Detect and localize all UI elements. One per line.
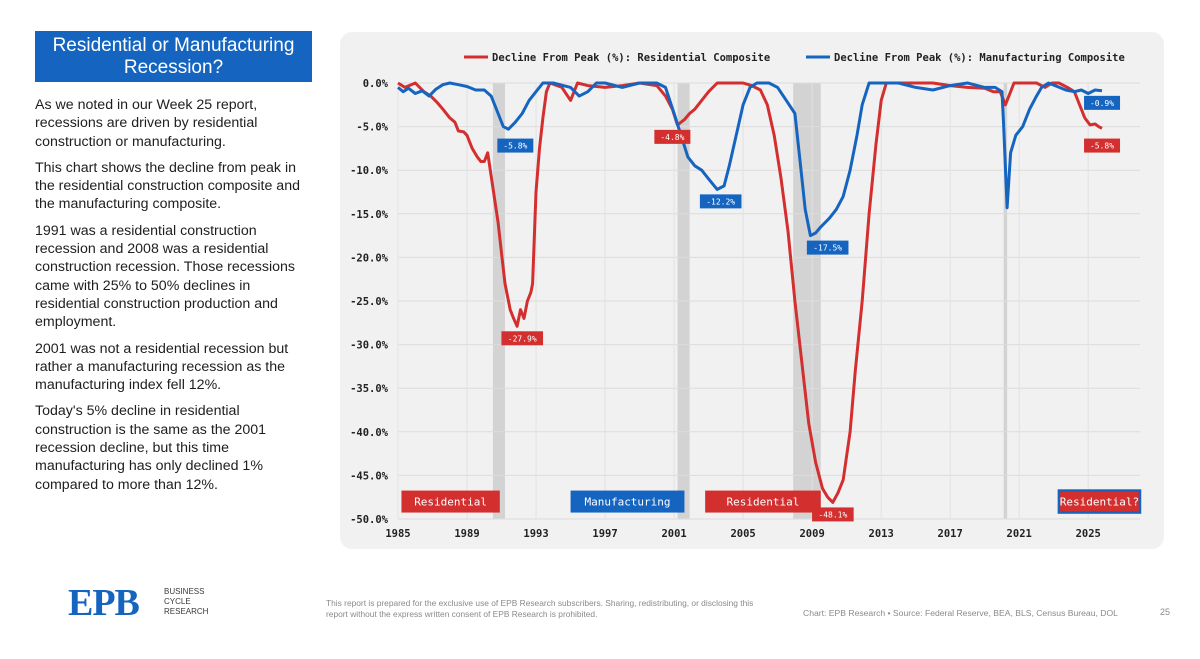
data-label-box — [806, 240, 849, 255]
data-label-box — [699, 194, 742, 209]
paragraph: This chart shows the decline from peak i… — [35, 159, 300, 213]
brand-sub-1: BUSINESS — [164, 587, 204, 596]
brand-sub-3: RESEARCH — [164, 607, 209, 616]
brand-sub-2: CYCLE — [164, 597, 191, 606]
y-tick-label: -50.0% — [350, 514, 389, 526]
y-tick-label: 0.0% — [363, 78, 389, 90]
data-label: -5.8% — [1090, 142, 1114, 151]
data-label: -12.2% — [706, 197, 735, 206]
data-label-box — [497, 138, 534, 153]
commentary: As we noted in our Week 25 report, reces… — [35, 96, 313, 502]
manufacturing-line — [397, 81, 1103, 238]
data-label: -48.1% — [818, 510, 847, 519]
epb-logo-mark: EPB BUSINESS CYCLE RESEARCH — [68, 582, 209, 624]
recession-type-label: Manufacturing — [584, 496, 670, 509]
x-tick-label: 2017 — [938, 528, 963, 540]
recession-type-label: Residential — [727, 496, 800, 509]
x-tick-label: 2001 — [661, 528, 686, 540]
paragraph: 1991 was a residential construction rece… — [35, 222, 295, 331]
epb-logo: EPB BUSINESS CYCLE RESEARCH — [68, 582, 218, 625]
recession-type-box — [705, 490, 821, 513]
recession-type-label: Residential? — [1060, 496, 1139, 509]
x-tick-label: 1997 — [592, 528, 617, 540]
slide-title-line-2: Recession? — [123, 57, 224, 78]
data-label: -4.8% — [660, 133, 684, 142]
y-tick-label: -20.0% — [350, 252, 389, 264]
slide-title: Residential or Manufacturing Recession? — [35, 31, 312, 82]
y-tick-label: -25.0% — [350, 296, 389, 308]
paragraph: 2001 was not a residential recession but… — [35, 340, 289, 394]
data-label: -27.9% — [508, 334, 537, 343]
recession-type-box — [570, 490, 685, 513]
data-label-box — [1084, 95, 1121, 110]
y-tick-label: -30.0% — [350, 340, 389, 352]
y-tick-label: -40.0% — [350, 427, 389, 439]
x-tick-label: 2013 — [869, 528, 894, 540]
y-tick-label: -15.0% — [350, 209, 389, 221]
data-label: -0.9% — [1090, 99, 1114, 108]
recession-type-box — [401, 490, 500, 513]
y-tick-label: -5.0% — [356, 122, 388, 134]
legend-label: Decline From Peak (%): Residential Compo… — [492, 52, 770, 64]
data-label: -5.8% — [503, 142, 527, 151]
residential-line — [397, 81, 1103, 504]
chart-panel: 0.0% -5.0% -10.0% -15.0% -20.0% -25.0% -30.0% -… — [340, 32, 1164, 549]
x-tick-label: 2005 — [730, 528, 755, 540]
paragraph: Today's 5% decline in residential constr… — [35, 403, 267, 493]
data-label-box — [654, 129, 691, 144]
data-label-box — [812, 507, 854, 522]
y-tick-label: -10.0% — [350, 165, 389, 177]
x-tick-label: 2025 — [1076, 528, 1101, 540]
recession-type-label: Residential — [414, 496, 487, 509]
paragraph: As we noted in our Week 25 report, reces… — [35, 97, 258, 150]
x-tick-label: 2009 — [799, 528, 824, 540]
x-tick-label: 1993 — [523, 528, 548, 540]
chart-source: Chart: EPB Research • Source: Federal Re… — [803, 608, 1118, 618]
x-tick-label: 2021 — [1007, 528, 1032, 540]
slide-title-line-1: Residential or Manufacturing — [52, 35, 295, 56]
data-label: -17.5% — [813, 244, 842, 253]
x-tick-label: 1985 — [385, 528, 410, 540]
brand-text: EPB — [68, 584, 140, 620]
y-tick-label: -35.0% — [350, 383, 389, 395]
y-tick-label: -45.0% — [350, 470, 389, 482]
disclaimer: This report is prepared for the exclusiv… — [326, 598, 754, 619]
legend-label: Decline From Peak (%): Manufacturing Com… — [834, 52, 1125, 64]
decline-from-peak-chart: 0.0% -5.0% -10.0% -15.0% -20.0% -25.0% -30.0% -… — [350, 52, 1142, 540]
data-label-box — [1084, 138, 1121, 153]
recession-type-box — [1057, 489, 1142, 514]
data-label-box — [501, 331, 544, 346]
x-tick-label: 1989 — [454, 528, 479, 540]
page-number: 25 — [1160, 607, 1171, 617]
